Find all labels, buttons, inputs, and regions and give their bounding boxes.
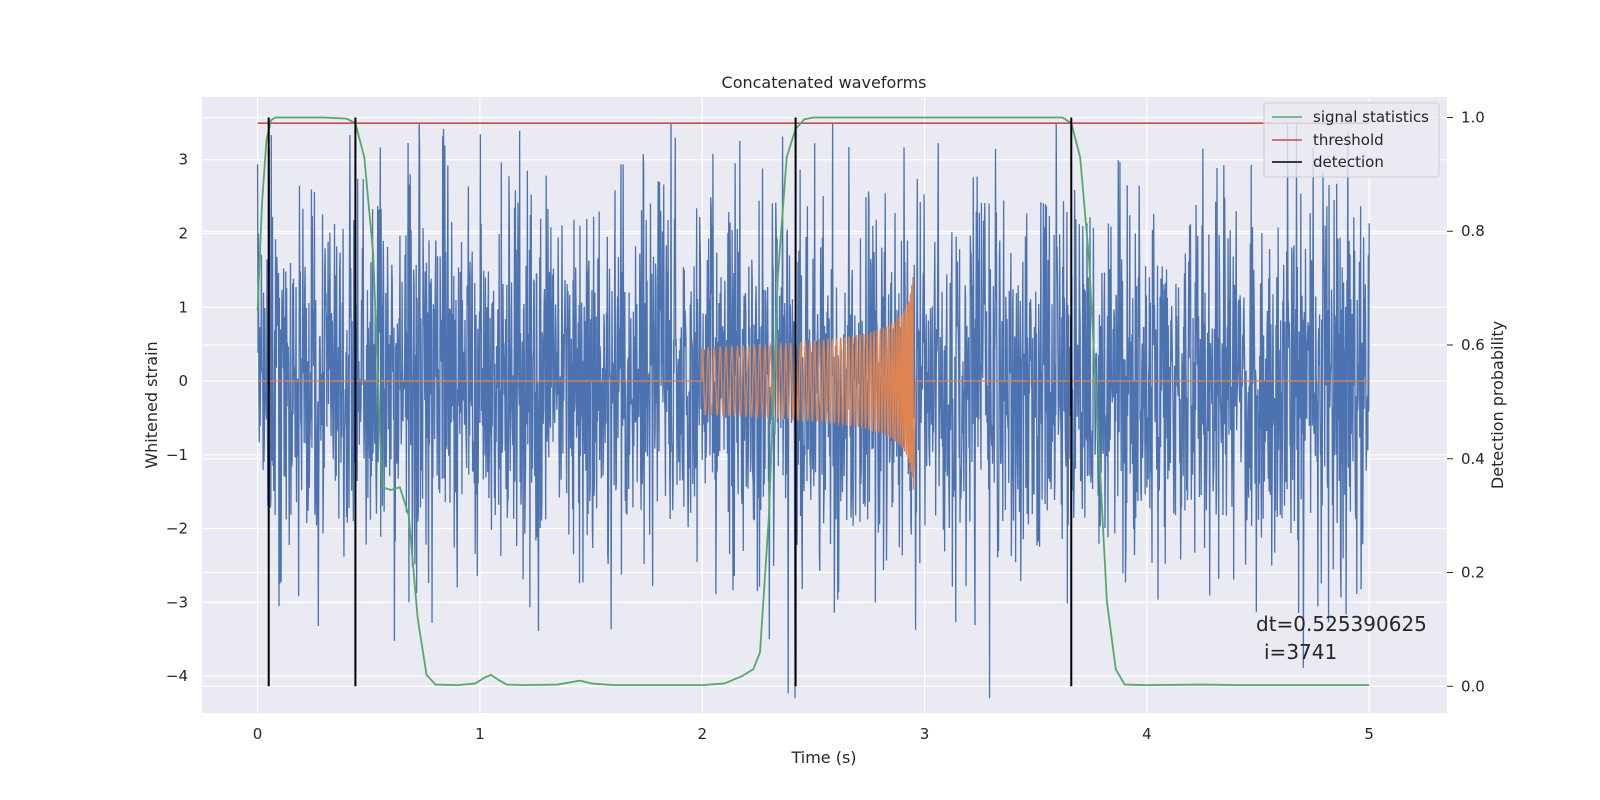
x-tick-label: 5	[1364, 725, 1374, 743]
y-axis-label: Whitened strain	[142, 341, 161, 468]
signal-statistics-line	[256, 116, 1370, 687]
y-tick-label: −1	[166, 446, 188, 464]
chirp-series-line	[257, 276, 1370, 490]
y-tick-label: 0	[178, 372, 188, 390]
x-tick-label: 0	[253, 725, 263, 743]
right-y-tick-label: 0.8	[1461, 222, 1485, 240]
chart-title: Concatenated waveforms	[722, 73, 927, 92]
right-y-axis-label: Detection probability	[1488, 321, 1507, 489]
tick-labels: 0 1 2 3 4 5 −4 −3 −2 −1 0 1 2 3 0.0 0.2 0.4 0.6 0.8 1.0	[166, 108, 1485, 743]
right-y-tick-label: 0.2	[1461, 564, 1485, 582]
legend-label-threshold: threshold	[1313, 131, 1384, 149]
series-group	[256, 116, 1370, 699]
right-y-tick-label: 1.0	[1461, 108, 1485, 126]
x-tick-label: 4	[1142, 725, 1152, 743]
y-tick-label: −4	[166, 667, 188, 685]
x-tick-label: 3	[920, 725, 930, 743]
y-tick-label: −3	[166, 593, 188, 611]
y-tick-label: −2	[166, 520, 188, 538]
annotation-i: i=3741	[1264, 640, 1337, 664]
x-tick-label: 2	[697, 725, 707, 743]
annotation-dt: dt=0.525390625	[1256, 612, 1427, 636]
y-tick-label: 2	[178, 224, 188, 242]
y-tick-label: 3	[178, 151, 188, 169]
x-axis-label: Time (s)	[790, 748, 856, 767]
legend-box	[1263, 102, 1440, 178]
right-y-tick-label: 0.6	[1461, 336, 1485, 354]
legend-label-signal-statistics: signal statistics	[1313, 108, 1429, 126]
y-tick-label: 1	[178, 298, 188, 316]
legend-label-detection: detection	[1313, 153, 1384, 171]
right-y-tick-label: 0.0	[1461, 677, 1485, 695]
x-tick-label: 1	[475, 725, 485, 743]
right-y-tick-label: 0.4	[1461, 450, 1485, 468]
legend: signal statistics threshold detection	[1263, 102, 1440, 178]
